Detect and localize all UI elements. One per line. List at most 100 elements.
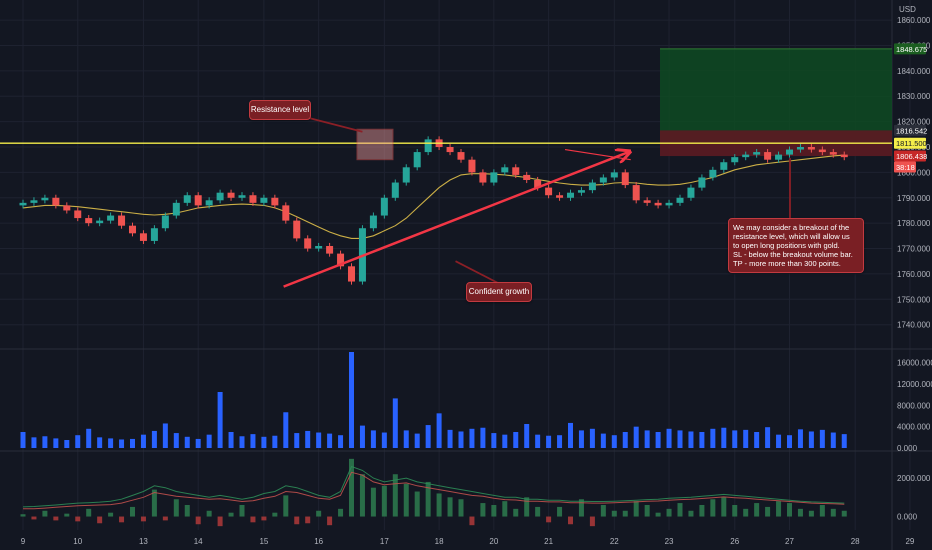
candle-body [457,152,465,160]
candle-body [107,215,115,221]
volume-bar [425,425,431,448]
candle-body [216,192,224,201]
resistance-level-text: Resistance level [250,105,310,114]
volume-bar [283,412,289,448]
oscillator-tick-label: 2000.000 [897,474,931,483]
volume-tick-label: 12000.000 [897,380,932,389]
candle-body [501,167,509,173]
price-tag-upper-label: 1816.542 [896,126,927,135]
resistance-level-annotation[interactable]: Resistance level [249,100,311,120]
volume-bar [316,432,322,448]
price-tags: 1848.675 1816.542 1811.500 1806.438 38:18 [894,43,927,173]
candle-body [238,195,246,198]
oscillator-bar [294,516,300,525]
oscillator-pane [20,458,847,527]
price-tick-label: 1760.000 [897,270,931,279]
candle-body [74,210,82,219]
idea-line-2: resistance level, which will allow us [733,232,850,241]
oscillator-bar [86,508,92,517]
candle-body [687,187,695,198]
volume-bar [524,424,530,448]
candle-body [567,192,574,198]
candle-body [41,197,49,201]
growth-trendline [283,152,629,288]
candle-body [698,177,706,188]
countdown-label: 38:18 [896,163,915,172]
time-tick-label: 26 [730,537,739,546]
resistance-connector [308,117,363,133]
oscillator-bar [633,501,639,517]
confident-growth-annotation[interactable]: Confident growth [466,282,532,302]
volume-bar [327,433,333,448]
volume-bar [338,435,344,448]
oscillator-bar [447,497,453,517]
volume-bar [787,435,792,448]
candle-body [523,174,531,180]
oscillator-bar [808,510,814,517]
candle-body [63,205,71,211]
volume-bar [732,430,738,448]
volume-bar [228,432,234,448]
candle-body [818,149,826,153]
price-tick-label: 1750.000 [897,295,931,304]
time-tick-label: 28 [851,537,860,546]
candle-body [118,215,126,226]
oscillator-bar [173,499,179,517]
oscillator-bar [327,516,333,526]
trendline-arrow-tip [564,148,631,161]
trade-idea-annotation[interactable]: We may consider a breakout of the resist… [728,218,864,273]
volume-bar [644,430,650,448]
time-tick-label: 29 [905,537,914,546]
drawing-overlays [0,117,892,288]
volume-bar [31,437,37,448]
candle-body [632,185,640,201]
volume-bar [578,430,584,448]
oscillator-bar [316,510,322,517]
oscillator-line-a [22,465,845,508]
candle-body [413,152,421,168]
oscillator-bar [130,506,135,517]
oscillator-bar [140,516,146,522]
oscillator-bar [502,501,508,517]
candle-body [260,197,268,203]
volume-bar [797,429,803,448]
candle-body [534,180,542,188]
candle-body [205,200,213,206]
candle-body [807,147,815,150]
oscillator-bar [217,516,223,527]
time-tick-label: 14 [194,537,203,546]
volume-bar [600,433,606,448]
oscillator-bar [403,483,409,517]
volume-bar [469,428,475,448]
oscillator-bar [546,516,552,523]
oscillator-bar [644,505,650,517]
time-tick-label: 18 [435,537,444,546]
candle-body [786,149,793,155]
candle-body [150,228,158,241]
volume-bar [151,430,157,448]
price-tick-label: 1830.000 [897,92,931,101]
volume-bar [359,425,365,448]
oscillator-bar [743,508,749,517]
time-tick-label: 16 [314,537,323,546]
candle-body [227,192,235,198]
volume-bar [42,436,48,448]
oscillator-bar [710,499,716,517]
candle-body [775,154,783,160]
resistance-zone-box [356,128,394,161]
volume-bar [414,433,420,448]
price-tag-target [894,43,926,55]
candle-body [676,197,684,203]
candle-body [512,167,520,175]
candle-body [643,200,651,203]
oscillator-bar [721,497,727,517]
candle-body [468,159,476,173]
volume-bar [611,435,617,448]
oscillator-bar [53,516,59,521]
volume-bar [381,432,387,448]
candle-body [764,152,772,160]
volume-bar [206,434,212,448]
candle-body [271,197,279,206]
